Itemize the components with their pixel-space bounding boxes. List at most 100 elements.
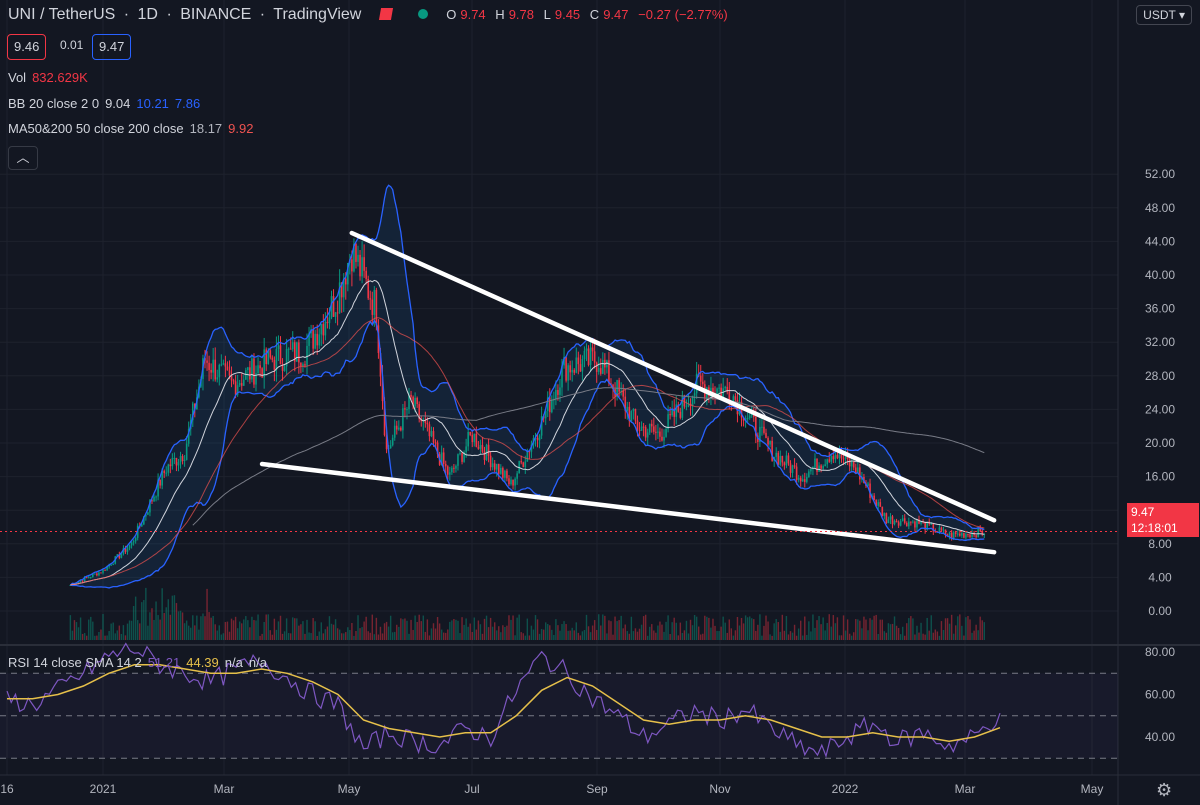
volume-bar [289, 633, 292, 640]
candle-body [92, 573, 94, 577]
volume-bar [740, 617, 743, 640]
volume-bar [498, 626, 500, 640]
candle-body [597, 368, 600, 372]
symbol-title[interactable]: UNI / TetherUS [8, 6, 116, 23]
flag-icon[interactable] [378, 8, 393, 20]
volume-bar [795, 635, 798, 640]
candle-body [451, 467, 453, 473]
candle-body [247, 367, 249, 371]
volume-bar [418, 614, 420, 640]
volume-bar [626, 631, 628, 640]
volume-bar [449, 621, 451, 640]
candle-body [748, 415, 751, 419]
candle-body [291, 342, 294, 350]
volume-bar [702, 633, 704, 640]
candle-body [508, 478, 510, 485]
volume-bar [265, 614, 267, 640]
volume-bar [818, 616, 820, 640]
volume-bar [761, 635, 763, 640]
volume-bar [767, 621, 769, 640]
volume-bar [283, 631, 286, 640]
volume-bar [134, 596, 137, 640]
volume-bar [71, 630, 74, 640]
candle-body [975, 535, 977, 538]
volume-bar [402, 619, 404, 640]
volume-bar [169, 614, 172, 640]
volume-bar [73, 620, 76, 640]
candle-body [459, 453, 461, 455]
buy-price-button[interactable]: 9.47 [92, 34, 132, 60]
candle-body [442, 452, 445, 464]
dot-sep: · [259, 6, 266, 23]
volume-bar [255, 620, 257, 640]
candle-body [956, 533, 959, 535]
volume-bar [420, 621, 422, 640]
candle-body [432, 431, 435, 443]
candle-body [255, 373, 257, 385]
volume-bar [296, 618, 298, 640]
volume-bar [616, 621, 618, 640]
currency-dropdown[interactable]: USDT ▾ [1136, 5, 1192, 25]
candle-body [655, 431, 657, 433]
volume-bar [77, 627, 80, 640]
volume-bar [967, 615, 969, 640]
candle-body [761, 426, 763, 428]
candle-body [287, 348, 290, 350]
volume-bar [155, 601, 157, 640]
gear-icon[interactable]: ⚙ [1156, 780, 1173, 800]
volume-bar [314, 621, 316, 640]
y-tick-label: 24.00 [1145, 402, 1175, 416]
volume-bar [846, 619, 849, 640]
candle-body [312, 329, 314, 349]
candle-body [854, 467, 857, 473]
candle-body [971, 532, 973, 537]
volume-bar [440, 629, 443, 640]
sell-price-button[interactable]: 9.46 [7, 34, 47, 60]
candle-body [514, 478, 516, 486]
candle-body [565, 357, 567, 381]
ma-legend[interactable]: MA50&200 50 close 200 close 18.17 9.92 [8, 121, 254, 136]
volume-bar [714, 625, 716, 640]
volume-legend[interactable]: Vol 832.629K [8, 70, 88, 85]
volume-bar [102, 614, 104, 640]
volume-bar [769, 634, 771, 640]
volume-bar [263, 621, 265, 640]
candle-body [642, 426, 645, 428]
candle-body [116, 554, 119, 557]
candle-body [283, 366, 286, 371]
bb-legend[interactable]: BB 20 close 2 0 9.04 10.21 7.86 [8, 96, 201, 111]
candle-body [669, 414, 671, 416]
volume-bar [557, 625, 559, 640]
candle-body [563, 357, 565, 366]
candle-body [296, 342, 298, 362]
candle-body [663, 436, 665, 441]
candle-body [426, 422, 429, 425]
volume-bar [491, 626, 494, 640]
candle-body [108, 564, 110, 567]
candle-body [826, 459, 829, 465]
y-tick-label: 40.00 [1145, 268, 1175, 282]
candle-body [210, 369, 212, 373]
candle-body [444, 463, 447, 467]
interval[interactable]: 1D [137, 6, 158, 23]
volume-bar [259, 635, 261, 640]
candle-body [328, 317, 331, 324]
volume-bar [638, 628, 641, 640]
candle-body [530, 444, 533, 452]
volume-bar [194, 625, 196, 640]
candle-body [483, 451, 486, 460]
volume-bar [159, 619, 161, 640]
candle-body [277, 345, 280, 350]
volume-bar [267, 614, 269, 640]
dot-sep: · [166, 6, 172, 23]
volume-bar [708, 617, 710, 640]
volume-bar [459, 633, 461, 640]
x-tick-label: Mar [214, 782, 235, 796]
rsi-band-fill [0, 673, 1118, 759]
rsi-legend[interactable]: RSI 14 close SMA 14 2 51.21 44.39 n/a n/a [8, 655, 267, 670]
collapse-legend-button[interactable]: ︿ [8, 146, 38, 170]
candle-body [589, 347, 592, 365]
volume-bar [918, 632, 920, 640]
volume-bar [424, 631, 427, 640]
